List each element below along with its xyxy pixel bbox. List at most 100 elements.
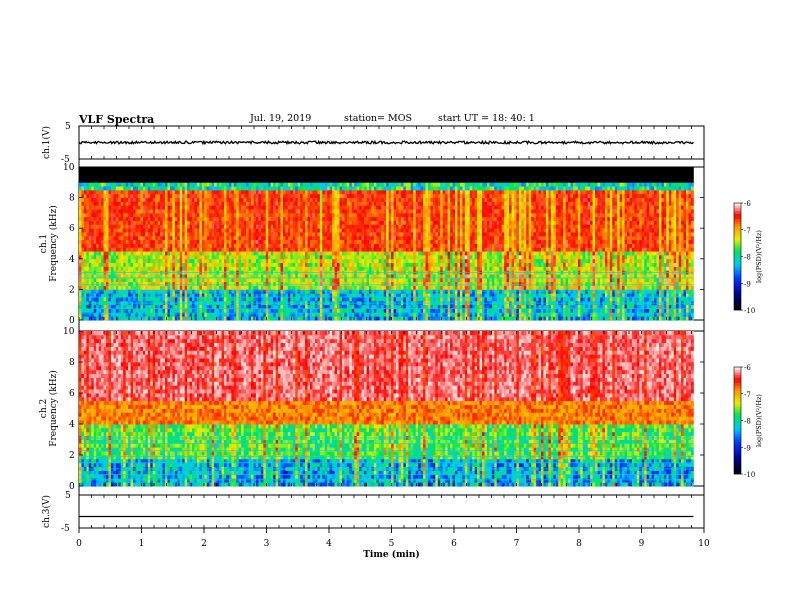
spectrogram-cell bbox=[81, 235, 85, 241]
spectrogram-cell bbox=[265, 235, 269, 241]
spectrogram-cell bbox=[216, 312, 220, 317]
spectrogram-cell bbox=[231, 193, 235, 198]
spectrogram-cell bbox=[155, 316, 159, 321]
spectrogram-cell bbox=[214, 232, 218, 237]
spectrogram-cell bbox=[187, 209, 190, 214]
spectrogram-cell bbox=[189, 316, 193, 321]
spectrogram-cell bbox=[147, 224, 151, 229]
spectrogram-cell bbox=[349, 293, 353, 298]
spectrogram-cell bbox=[179, 178, 183, 183]
spectrogram-cell bbox=[108, 274, 112, 279]
spectrogram-cell bbox=[302, 228, 306, 233]
spectrogram-cell bbox=[356, 251, 360, 256]
spectrogram-cell bbox=[246, 293, 249, 298]
spectrogram-cell bbox=[300, 289, 304, 294]
spectrogram-cell bbox=[174, 308, 178, 313]
spectrogram-cell bbox=[140, 247, 144, 252]
spectrogram-cell bbox=[263, 228, 267, 233]
spectrogram-cell bbox=[248, 316, 252, 321]
spectrogram-cell bbox=[101, 201, 104, 206]
spectrogram-cell bbox=[226, 266, 230, 271]
spectrogram-cell bbox=[206, 254, 210, 260]
spectrogram-cell bbox=[174, 205, 178, 210]
spectrogram-cell bbox=[81, 174, 85, 179]
spectrogram-cell bbox=[270, 174, 274, 179]
spectrogram-cell bbox=[223, 251, 227, 256]
spectrogram-cell bbox=[152, 239, 156, 244]
spectrogram-cell bbox=[263, 201, 267, 206]
spectrogram-cell bbox=[194, 178, 198, 183]
spectrogram-cell bbox=[140, 224, 144, 229]
spectrogram-cell bbox=[162, 189, 166, 195]
spectrogram-cell bbox=[157, 197, 161, 202]
spectrogram-cell bbox=[300, 312, 304, 317]
spectrogram-cell bbox=[194, 297, 198, 302]
spectrogram-cell bbox=[123, 289, 127, 294]
spectrogram-cell bbox=[88, 224, 92, 229]
spectrogram-cell bbox=[167, 205, 171, 210]
spectrogram-cell bbox=[285, 228, 289, 233]
spectrogram-cell bbox=[324, 216, 328, 221]
spectrogram-cell bbox=[238, 251, 242, 256]
spectrogram-cell bbox=[206, 316, 210, 321]
spectrogram-cell bbox=[115, 285, 119, 290]
spectrogram-cell bbox=[285, 262, 289, 267]
spectrogram-cell bbox=[354, 205, 358, 210]
spectrogram-cell bbox=[204, 251, 208, 256]
spectrogram-cell bbox=[246, 201, 249, 206]
spectrogram-cell bbox=[314, 304, 318, 309]
spectrogram-cell bbox=[125, 274, 129, 279]
spectrogram-cell bbox=[172, 201, 176, 206]
spectrogram-cell bbox=[305, 205, 308, 210]
spectrogram-cell bbox=[184, 262, 188, 267]
spectrogram-cell bbox=[332, 228, 335, 233]
spectrogram-cell bbox=[110, 289, 114, 294]
spectrogram-cell bbox=[366, 224, 370, 229]
spectrogram-cell bbox=[172, 178, 176, 183]
spectrogram-cell bbox=[219, 197, 222, 202]
spectrogram-cell bbox=[187, 170, 190, 176]
spectrogram-cell bbox=[339, 247, 343, 252]
spectrogram-cell bbox=[128, 316, 132, 321]
spectrogram-cell bbox=[211, 235, 215, 241]
spectrogram-cell bbox=[182, 308, 186, 313]
spectrogram-cell bbox=[130, 254, 134, 260]
spectrogram-cell bbox=[86, 193, 90, 198]
spectrogram-cell bbox=[169, 312, 173, 317]
spectrogram-cell bbox=[79, 224, 82, 229]
spectrogram-cell bbox=[341, 182, 345, 187]
spectrogram-cell bbox=[302, 243, 306, 248]
spectrogram-cell bbox=[219, 178, 222, 183]
spectrogram-cell bbox=[120, 170, 124, 176]
spectrogram-cell bbox=[118, 212, 122, 218]
spectrogram-cell bbox=[81, 247, 85, 252]
spectrogram-cell bbox=[238, 228, 242, 233]
spectrogram-cell bbox=[137, 197, 141, 202]
spectrogram-cell bbox=[248, 293, 252, 298]
spectrogram-cell bbox=[113, 285, 117, 290]
spectrogram-cell bbox=[152, 266, 156, 271]
spectrogram-cell bbox=[88, 308, 92, 313]
spectrogram-cell bbox=[346, 239, 350, 244]
spectrogram-cell bbox=[165, 201, 168, 206]
spectrogram-cell bbox=[162, 170, 166, 176]
spectrogram-cell bbox=[339, 178, 343, 183]
spectrogram-cell bbox=[130, 224, 134, 229]
spectrogram-cell bbox=[79, 316, 82, 321]
spectrogram-cell bbox=[341, 312, 345, 317]
spectrogram-cell bbox=[142, 216, 146, 221]
spectrogram-cell bbox=[130, 216, 134, 221]
spectrogram-cell bbox=[135, 285, 139, 290]
spectrogram-cell bbox=[79, 193, 82, 198]
spectrogram-cell bbox=[123, 189, 127, 195]
spectrogram-cell bbox=[214, 182, 218, 187]
spectrogram-cell bbox=[258, 182, 262, 187]
spectrogram-cell bbox=[297, 186, 301, 191]
spectrogram-cell bbox=[319, 212, 323, 218]
spectrogram-cell bbox=[334, 197, 338, 202]
spectrogram-cell bbox=[133, 178, 136, 183]
spectrogram-cell bbox=[184, 220, 188, 225]
spectrogram-cell bbox=[243, 281, 247, 286]
spectrogram-cell bbox=[155, 216, 159, 221]
spectrogram-cell bbox=[282, 228, 286, 233]
